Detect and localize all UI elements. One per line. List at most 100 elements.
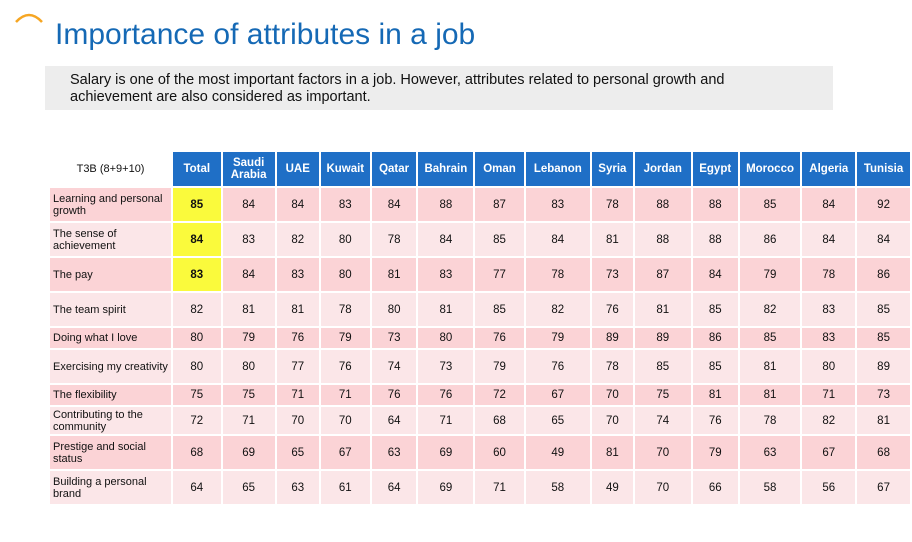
value-cell: 74	[371, 350, 417, 383]
value-cell: 79	[739, 258, 801, 291]
table-row: The flexibility 75 75 71 71 76 76 72 67 70 75 81 81 7…	[50, 385, 910, 405]
value-cell: 84	[276, 188, 319, 221]
column-header: Oman	[475, 152, 524, 186]
value-cell: 75	[634, 385, 691, 405]
value-cell: 82	[739, 293, 801, 326]
total-cell: 82	[173, 293, 221, 326]
value-cell: 83	[802, 328, 856, 348]
total-cell: 72	[173, 407, 221, 434]
value-cell: 88	[634, 188, 691, 221]
total-cell: 80	[173, 328, 221, 348]
attributes-table-container: T3B (8+9+10) Total Saudi Arabia UAE Kuwait Q…	[48, 150, 912, 506]
value-cell: 63	[739, 436, 801, 469]
value-cell: 83	[320, 188, 370, 221]
total-cell: 80	[173, 350, 221, 383]
row-label: Doing what I love	[50, 328, 172, 348]
value-cell: 81	[418, 293, 474, 326]
total-cell: 85	[173, 188, 221, 221]
attributes-table: T3B (8+9+10) Total Saudi Arabia UAE Kuwait Q…	[48, 150, 912, 506]
value-cell: 76	[525, 350, 590, 383]
value-cell: 63	[276, 471, 319, 504]
value-cell: 65	[276, 436, 319, 469]
total-cell: 68	[173, 436, 221, 469]
column-header: UAE	[276, 152, 319, 186]
page-title: Importance of attributes in a job	[55, 18, 476, 51]
value-cell: 67	[857, 471, 910, 504]
value-cell: 69	[418, 436, 474, 469]
value-cell: 81	[591, 436, 633, 469]
row-label: Learning and personal growth	[50, 188, 172, 221]
value-cell: 84	[222, 188, 275, 221]
table-row: The team spirit 82 81 81 78 80 81 85 82 76 81 85 82 8…	[50, 293, 910, 326]
value-cell: 71	[276, 385, 319, 405]
value-cell: 81	[276, 293, 319, 326]
value-cell: 70	[320, 407, 370, 434]
value-cell: 85	[739, 328, 801, 348]
value-cell: 84	[857, 223, 910, 256]
value-cell: 89	[591, 328, 633, 348]
row-label: Prestige and social status	[50, 436, 172, 469]
value-cell: 80	[418, 328, 474, 348]
table-header-row: T3B (8+9+10) Total Saudi Arabia UAE Kuwait Q…	[50, 152, 910, 186]
value-cell: 80	[320, 258, 370, 291]
value-cell: 73	[857, 385, 910, 405]
value-cell: 85	[475, 293, 524, 326]
table-row: Doing what I love 80 79 76 79 73 80 76 79 89 89 86 8…	[50, 328, 910, 348]
corner-label: T3B (8+9+10)	[50, 152, 172, 186]
value-cell: 83	[525, 188, 590, 221]
total-cell: 75	[173, 385, 221, 405]
value-cell: 78	[320, 293, 370, 326]
table-row: The pay 83 84 83 80 81 83 77 78 73 87 84 79 78 86	[50, 258, 910, 291]
value-cell: 86	[857, 258, 910, 291]
total-cell: 64	[173, 471, 221, 504]
value-cell: 72	[475, 385, 524, 405]
subtitle-box: Salary is one of the most important fact…	[45, 66, 833, 110]
value-cell: 84	[371, 188, 417, 221]
value-cell: 92	[857, 188, 910, 221]
value-cell: 80	[320, 223, 370, 256]
value-cell: 79	[525, 328, 590, 348]
value-cell: 81	[739, 350, 801, 383]
value-cell: 63	[371, 436, 417, 469]
value-cell: 78	[371, 223, 417, 256]
chevron-up-icon	[15, 13, 43, 23]
value-cell: 88	[418, 188, 474, 221]
table-row: Learning and personal growth 85 84 84 83 84 88…	[50, 188, 910, 221]
value-cell: 83	[222, 223, 275, 256]
value-cell: 85	[692, 350, 738, 383]
value-cell: 80	[222, 350, 275, 383]
value-cell: 75	[222, 385, 275, 405]
value-cell: 64	[371, 407, 417, 434]
value-cell: 58	[739, 471, 801, 504]
table-row: The sense of achievement 84 83 82 80 78 84 85 84…	[50, 223, 910, 256]
value-cell: 76	[475, 328, 524, 348]
value-cell: 71	[802, 385, 856, 405]
column-header: Jordan	[634, 152, 691, 186]
value-cell: 84	[222, 258, 275, 291]
value-cell: 49	[591, 471, 633, 504]
value-cell: 66	[692, 471, 738, 504]
row-label: The pay	[50, 258, 172, 291]
value-cell: 85	[739, 188, 801, 221]
value-cell: 73	[371, 328, 417, 348]
value-cell: 73	[418, 350, 474, 383]
value-cell: 70	[591, 385, 633, 405]
value-cell: 76	[418, 385, 474, 405]
value-cell: 71	[475, 471, 524, 504]
value-cell: 84	[802, 223, 856, 256]
value-cell: 67	[320, 436, 370, 469]
value-cell: 84	[418, 223, 474, 256]
value-cell: 70	[276, 407, 319, 434]
value-cell: 81	[692, 385, 738, 405]
value-cell: 58	[525, 471, 590, 504]
column-header: Algeria	[802, 152, 856, 186]
value-cell: 67	[525, 385, 590, 405]
value-cell: 78	[591, 188, 633, 221]
table-body: Learning and personal growth 85 84 84 83 84 88…	[50, 188, 910, 504]
value-cell: 60	[475, 436, 524, 469]
value-cell: 71	[320, 385, 370, 405]
value-cell: 76	[276, 328, 319, 348]
value-cell: 83	[418, 258, 474, 291]
value-cell: 80	[371, 293, 417, 326]
value-cell: 82	[802, 407, 856, 434]
